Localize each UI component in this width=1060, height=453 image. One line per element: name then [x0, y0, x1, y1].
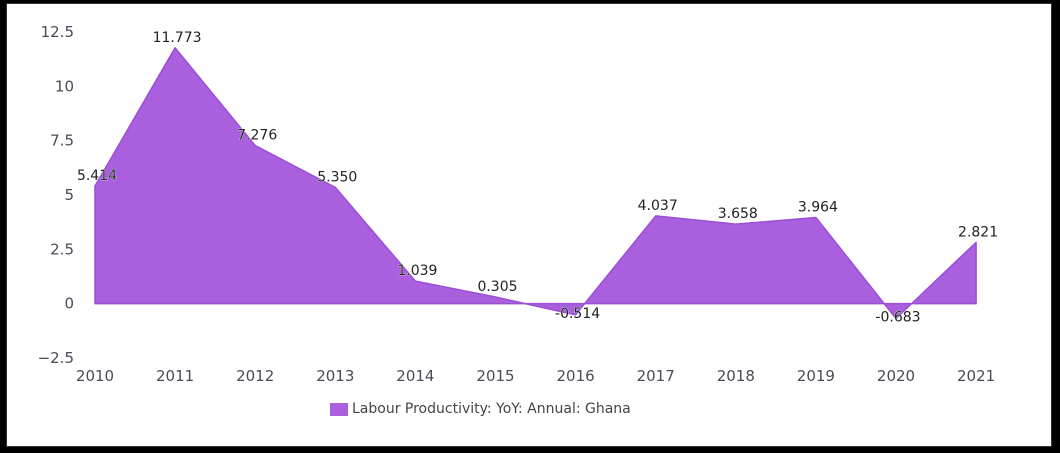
y-tick-label: −2.5	[38, 349, 74, 367]
data-label: 5.350	[317, 169, 357, 185]
x-tick-label: 2011	[156, 367, 194, 385]
series-area	[94, 47, 977, 320]
x-tick-label: 2010	[76, 367, 114, 385]
data-label: 0.305	[477, 279, 517, 295]
legend-label: Labour Productivity: YoY: Annual: Ghana	[352, 401, 631, 417]
y-tick-label: 10	[55, 77, 74, 95]
legend-swatch	[330, 402, 348, 416]
x-tick-label: 2020	[877, 367, 915, 385]
x-tick-label: 2015	[476, 367, 514, 385]
y-tick-label: 0	[64, 295, 74, 313]
y-tick-label: 12.5	[41, 23, 74, 41]
x-tick-label: 2018	[717, 367, 755, 385]
x-tick-label: 2017	[637, 367, 675, 385]
y-tick-label: 7.5	[50, 132, 74, 150]
data-label: 3.964	[798, 200, 838, 216]
data-label: 2.821	[958, 224, 998, 240]
legend[interactable]: Labour Productivity: YoY: Annual: Ghana	[330, 400, 631, 418]
data-label: 11.773	[153, 30, 202, 46]
data-label: 7.276	[237, 128, 277, 144]
data-label: -0.514	[555, 306, 600, 322]
x-tick-label: 2014	[396, 367, 434, 385]
x-tick-label: 2019	[797, 367, 835, 385]
data-label: 5.414	[77, 168, 117, 184]
data-label: 4.037	[638, 198, 678, 214]
data-label: -0.683	[875, 310, 920, 326]
y-tick-label: 2.5	[50, 240, 74, 258]
data-label: 1.039	[397, 263, 437, 279]
x-tick-label: 2013	[316, 367, 354, 385]
x-tick-label: 2021	[957, 367, 995, 385]
data-label: 3.658	[718, 206, 758, 222]
x-tick-label: 2016	[557, 367, 595, 385]
x-tick-label: 2012	[236, 367, 274, 385]
y-tick-label: 5	[64, 186, 74, 204]
